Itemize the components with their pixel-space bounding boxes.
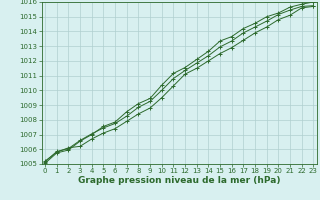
X-axis label: Graphe pression niveau de la mer (hPa): Graphe pression niveau de la mer (hPa) <box>78 176 280 185</box>
